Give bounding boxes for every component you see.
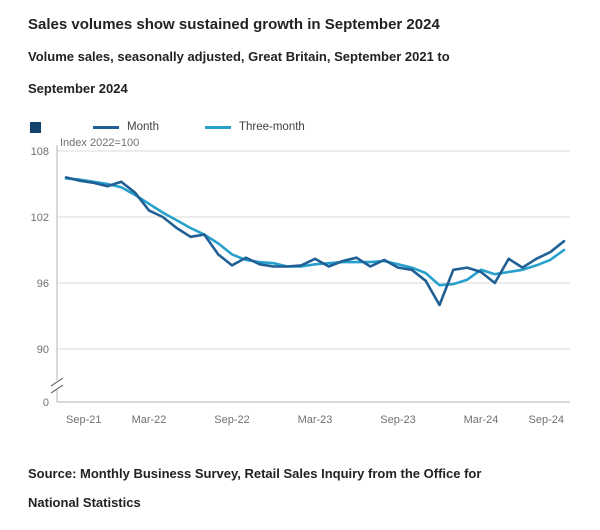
axis-break-icon: [50, 384, 64, 394]
y-tick-label: 108: [31, 146, 49, 158]
page-title: Sales volumes show sustained growth in S…: [28, 16, 440, 33]
y-tick-label: 90: [37, 344, 49, 356]
y-tick-label: 102: [31, 212, 49, 224]
chart-legend: Month Three-month: [30, 121, 600, 133]
legend-label-three-month: Three-month: [238, 121, 305, 133]
x-tick-label: Mar-23: [298, 414, 333, 426]
y-baseline-label: 0: [43, 397, 49, 409]
legend-label-month: Month: [127, 121, 159, 133]
chart-subtitle: Volume sales, seasonally adjusted, Great…: [28, 49, 450, 96]
unit-label: Index 2022=100: [60, 137, 139, 149]
series-line-three-month: [64, 177, 566, 287]
three-month-line-swatch-icon: [204, 125, 231, 129]
legend-item-three-month[interactable]: Three-month: [204, 121, 305, 133]
x-tick-label: Sep-23: [380, 414, 415, 426]
legend-item-month[interactable]: Month: [93, 121, 159, 133]
chart-header: Sales volumes show sustained growth in S…: [0, 0, 600, 105]
line-chart: 108 102 96 90 0 Index 2022=100 Sep-21 Mar-22 Sep…: [31, 137, 570, 426]
axis-break-icon: [50, 377, 64, 387]
x-tick-label: Sep-24: [529, 414, 564, 426]
source-note: Source: Monthly Business Survey, Retail …: [28, 466, 482, 510]
y-tick-label: 96: [37, 278, 49, 290]
x-tick-label: Sep-22: [214, 414, 249, 426]
x-tick-label: Mar-22: [132, 414, 167, 426]
series-line-month: [64, 176, 566, 307]
x-tick-label: Mar-24: [464, 414, 499, 426]
month-line-swatch-icon: [93, 125, 119, 129]
x-tick-label: Sep-21: [66, 414, 101, 426]
legend-accent-square-icon: [30, 121, 41, 133]
